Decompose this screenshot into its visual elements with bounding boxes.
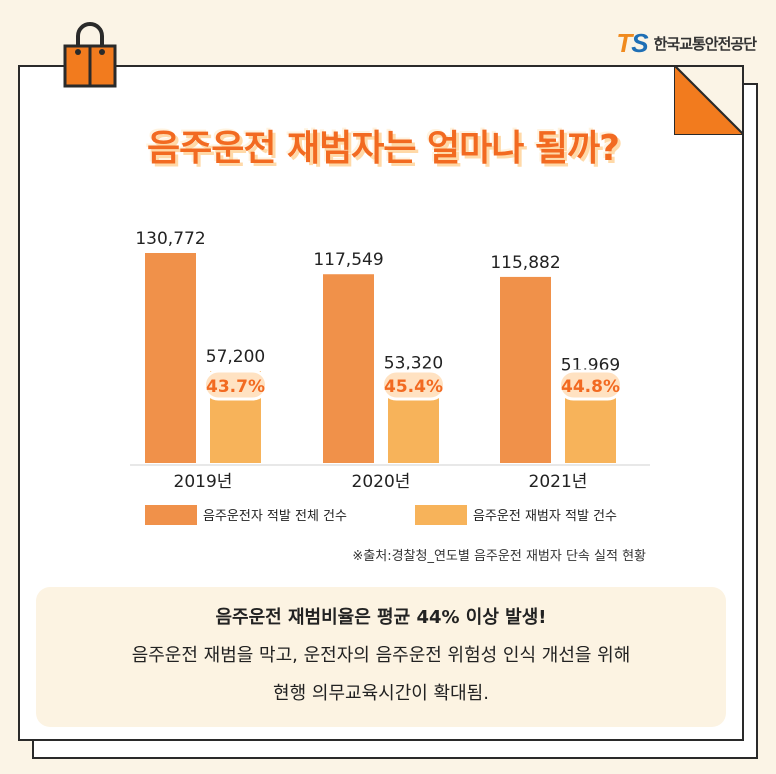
bar-total-3 — [500, 276, 551, 463]
category-label-1: 2019년 — [174, 472, 233, 492]
legend-swatch-2 — [415, 505, 467, 525]
ratio-badge-3 — [558, 369, 623, 401]
shopping-bag-icon — [63, 22, 117, 88]
legend-swatch-1 — [145, 505, 197, 525]
category-label-2: 2020년 — [352, 472, 411, 492]
ratio-label-2: 45.4% — [384, 377, 443, 397]
legend-label-2: 음주운전 재범자 적발 건수 — [473, 509, 617, 524]
infographic-card: 음주운전 재범자는 얼마나 될까? 130,772 57,200 43.7% 2019… — [18, 65, 744, 741]
brand-name: 한국교통안전공단 — [653, 35, 757, 53]
ratio-label-3: 44.8% — [561, 377, 620, 397]
bar-chart: 130,772 57,200 43.7% 2019년 117,549 53,320 45.4… — [130, 229, 650, 525]
value-label-total-3: 115,882 — [490, 253, 560, 273]
source-note: ※출처:경찰청_연도별 음주운전 재범자 단속 실적 현황 — [352, 549, 646, 564]
summary-line-3: 현행 의무교육시간이 확대됨. — [273, 683, 489, 704]
bar-total-1 — [145, 253, 196, 463]
summary-panel: 음주운전 재범비율은 평균 44% 이상 발생! 음주운전 재범을 막고, 운전… — [36, 587, 726, 727]
category-label-3: 2021년 — [529, 472, 588, 492]
summary-headline: 음주운전 재범비율은 평균 44% 이상 발생! — [215, 607, 547, 628]
folded-corner-icon — [674, 67, 742, 135]
summary-line-2: 음주운전 재범을 막고, 운전자의 음주운전 위험성 인식 개선을 위해 — [131, 645, 631, 666]
ratio-label-1: 43.7% — [206, 377, 265, 397]
ratio-badge-1 — [203, 369, 268, 401]
bar-total-2 — [323, 274, 374, 463]
ratio-badge-2 — [381, 369, 446, 401]
value-label-repeat-2: 53,320 — [384, 353, 443, 373]
value-label-total-2: 117,549 — [313, 250, 383, 270]
page-title: 음주운전 재범자는 얼마나 될까? — [146, 128, 620, 169]
value-label-total-1: 130,772 — [135, 229, 205, 249]
value-label-repeat-1: 57,200 — [206, 347, 265, 367]
brand-logo: TS 한국교통안전공단 — [616, 28, 757, 59]
ts-logo-icon: TS — [616, 28, 648, 58]
legend-label-1: 음주운전자 적발 전체 건수 — [203, 509, 347, 524]
